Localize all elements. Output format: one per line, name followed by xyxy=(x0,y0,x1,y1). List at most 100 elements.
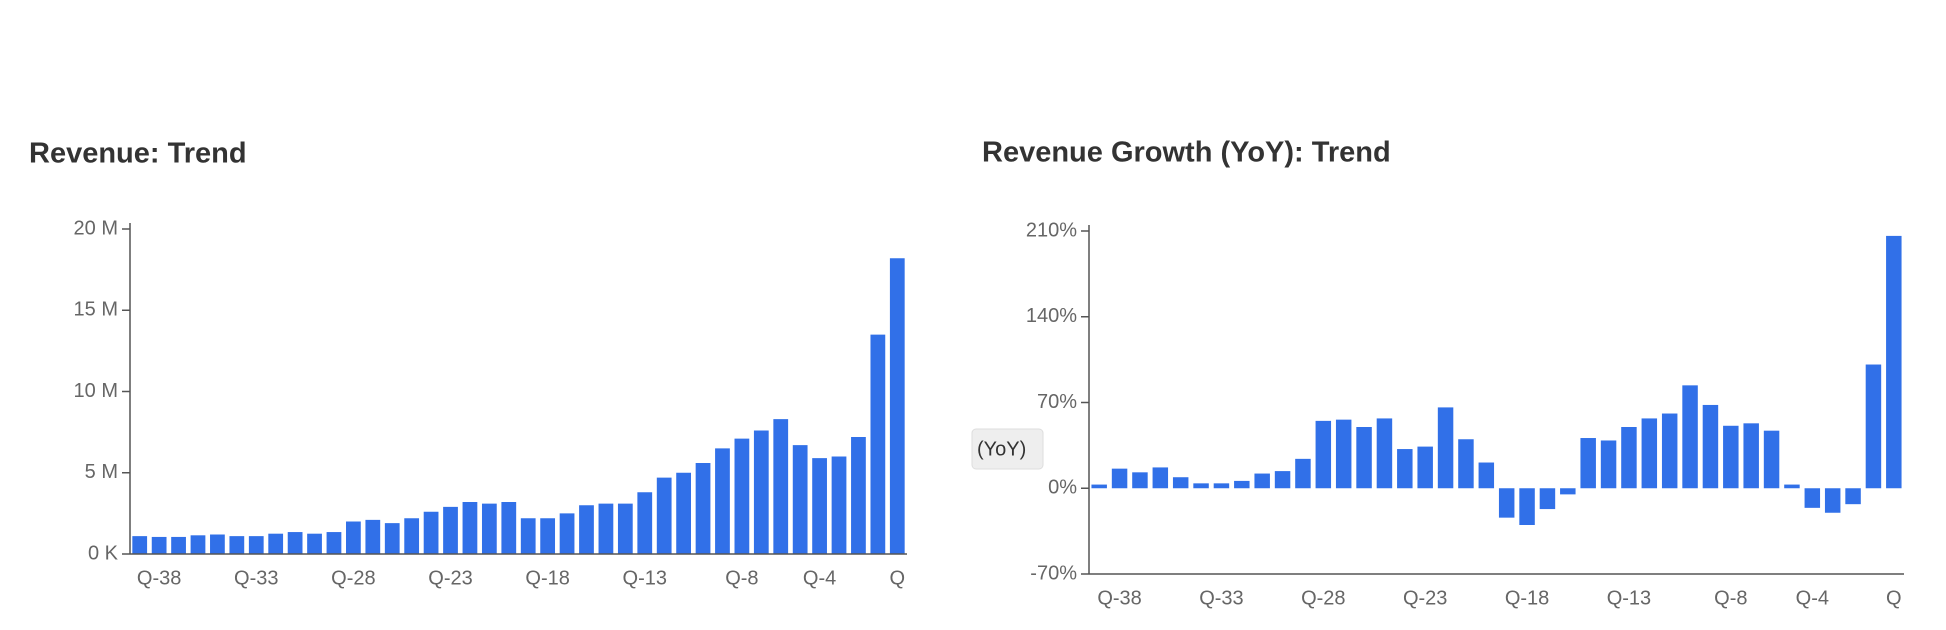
bar xyxy=(1498,488,1515,518)
bar xyxy=(1193,483,1209,489)
bar xyxy=(792,445,808,554)
bar xyxy=(1702,404,1719,489)
bar xyxy=(1213,483,1230,489)
bar xyxy=(1865,364,1882,489)
x-tick-label: Q-8 xyxy=(1714,587,1747,609)
y-tick-label: 0% xyxy=(1048,477,1077,499)
x-tick-label: Q-28 xyxy=(331,567,375,589)
bar xyxy=(579,505,594,554)
bar xyxy=(501,502,517,554)
bar xyxy=(1824,488,1841,513)
y-tick-label: 140% xyxy=(1026,305,1077,327)
tooltip-text: (YoY) xyxy=(977,438,1026,460)
bar xyxy=(423,511,439,554)
bar xyxy=(559,513,575,554)
y-tick-label: 20 M xyxy=(74,217,118,239)
bar xyxy=(481,503,497,554)
bar xyxy=(1784,484,1800,489)
bar xyxy=(753,430,769,554)
bar xyxy=(1580,438,1596,489)
x-tick-label: Q-23 xyxy=(428,567,472,589)
x-tick-label: Q-13 xyxy=(1607,587,1651,609)
x-tick-label: Q-8 xyxy=(725,567,758,589)
bar xyxy=(1397,449,1413,489)
bar xyxy=(637,492,653,554)
bar xyxy=(1335,419,1352,489)
chart-title: Revenue Growth (YoY): Trend xyxy=(982,137,1391,169)
bar xyxy=(1458,439,1474,489)
bar xyxy=(1254,473,1270,489)
bar xyxy=(1091,484,1107,489)
x-tick-label: Q-13 xyxy=(623,567,667,589)
x-tick-label: Q-23 xyxy=(1403,587,1447,609)
bar xyxy=(1600,440,1617,489)
bar xyxy=(812,458,827,554)
bar xyxy=(171,536,186,554)
bar xyxy=(598,503,614,554)
bar xyxy=(462,502,478,554)
bar xyxy=(1478,462,1495,489)
x-tick-label: Q-38 xyxy=(1097,587,1141,609)
bar xyxy=(190,535,206,554)
bar xyxy=(1152,467,1169,489)
x-tick-label: Q-4 xyxy=(1796,587,1829,609)
bar xyxy=(889,258,905,554)
x-tick-label: Q xyxy=(890,567,906,589)
bar xyxy=(1417,446,1433,489)
bar xyxy=(734,438,750,554)
bar xyxy=(773,419,789,554)
bar xyxy=(1641,418,1658,489)
x-tick-label: Q-28 xyxy=(1301,587,1345,609)
bar xyxy=(540,518,556,554)
bar xyxy=(443,506,458,554)
bar xyxy=(1539,488,1556,510)
bar xyxy=(1132,472,1148,489)
x-tick-label: Q-18 xyxy=(525,567,569,589)
bar xyxy=(326,532,342,554)
bar xyxy=(287,532,303,554)
y-tick-label: 15 M xyxy=(74,299,118,321)
chart-title: Revenue: Trend xyxy=(29,138,247,170)
bar xyxy=(1111,468,1128,489)
y-tick-label: 5 M xyxy=(85,461,118,483)
bar xyxy=(1723,425,1739,489)
y-tick-label: 10 M xyxy=(74,380,118,402)
bar xyxy=(520,518,536,554)
x-tick-label: Q-33 xyxy=(1199,587,1243,609)
bar xyxy=(384,523,400,554)
bar xyxy=(851,437,866,554)
x-tick-label: Q-4 xyxy=(803,567,836,589)
y-tick-label: 210% xyxy=(1026,219,1077,241)
bar xyxy=(151,536,167,554)
bar xyxy=(268,533,284,554)
bar xyxy=(1845,488,1861,505)
bar xyxy=(210,534,225,554)
bar xyxy=(1234,480,1250,489)
x-tick-label: Q xyxy=(1886,587,1902,609)
bar xyxy=(1743,423,1759,489)
y-tick-label: -70% xyxy=(1030,562,1077,584)
bar xyxy=(1661,413,1678,489)
bar xyxy=(1804,488,1821,508)
bar xyxy=(1274,471,1291,489)
bar xyxy=(229,536,245,554)
bar xyxy=(1682,385,1698,489)
bar xyxy=(404,518,420,554)
bar xyxy=(1560,488,1576,495)
x-tick-label: Q-38 xyxy=(137,567,181,589)
tooltip-box xyxy=(971,428,1044,470)
bar xyxy=(715,448,730,554)
x-tick-label: Q-33 xyxy=(234,567,278,589)
bar xyxy=(248,536,264,554)
bar xyxy=(1295,458,1311,489)
x-tick-label: Q-18 xyxy=(1505,587,1549,609)
bar xyxy=(1356,427,1372,489)
bar xyxy=(1172,477,1189,489)
y-tick-label: 0 K xyxy=(88,542,119,564)
bar xyxy=(307,533,322,554)
bar xyxy=(1519,488,1535,525)
bar xyxy=(1437,407,1454,489)
bar xyxy=(346,521,361,554)
